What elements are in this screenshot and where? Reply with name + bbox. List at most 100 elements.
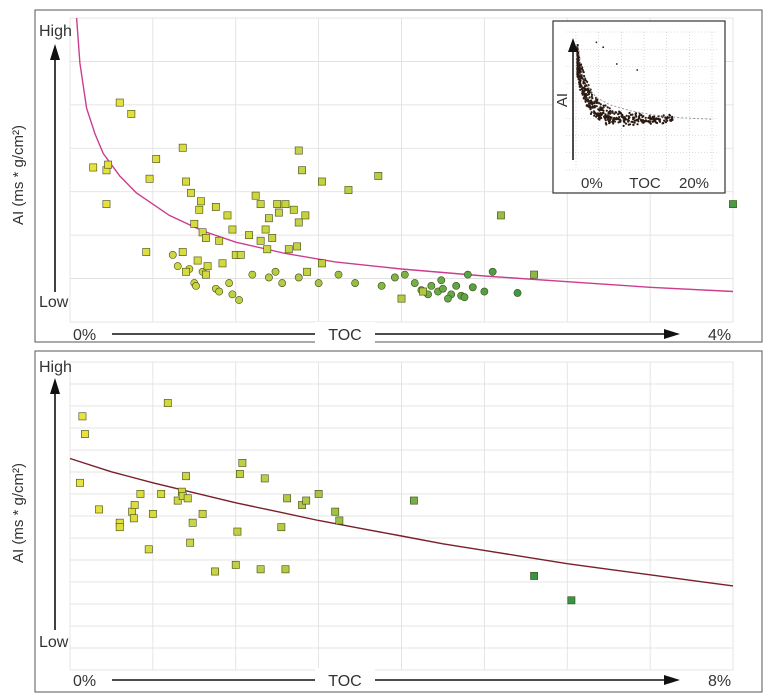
inset-data-point xyxy=(602,46,605,49)
inset-data-point xyxy=(591,97,594,100)
bottom-chart-frame xyxy=(34,350,763,693)
inset-data-point xyxy=(604,104,607,107)
inset-data-point xyxy=(631,120,634,124)
inset-data-point xyxy=(579,67,582,70)
data-point-square xyxy=(197,197,205,206)
inset-data-point xyxy=(599,103,602,106)
data-point-square xyxy=(256,565,265,574)
inset-data-point xyxy=(638,112,641,115)
data-point-square xyxy=(95,505,103,514)
data-point-circle xyxy=(225,279,234,287)
data-point-square xyxy=(530,270,538,279)
data-point-square xyxy=(215,236,224,245)
top-y-low-label: Low xyxy=(39,294,69,311)
inset-data-point xyxy=(590,93,594,96)
data-point-square xyxy=(178,143,187,152)
data-point-square xyxy=(335,516,344,525)
data-point-square xyxy=(281,200,290,209)
inset-data-point xyxy=(611,120,614,123)
inset-data-point xyxy=(622,117,625,120)
inset-data-point xyxy=(615,118,619,121)
inset-data-point xyxy=(593,114,596,117)
inset-data-point xyxy=(651,120,654,123)
inset-data-point xyxy=(577,78,580,81)
inset-data-point xyxy=(664,121,668,124)
data-point-square xyxy=(281,565,290,574)
inset-y-axis-label: AI xyxy=(554,93,571,107)
bottom-x-axis-label: TOC xyxy=(328,673,361,690)
data-point-square xyxy=(318,259,326,268)
data-point-square xyxy=(397,294,406,303)
inset-data-point xyxy=(591,103,594,106)
data-point-circle xyxy=(334,270,343,279)
data-point-square xyxy=(294,218,303,227)
data-point-square xyxy=(127,109,136,118)
data-point-square xyxy=(182,177,190,186)
inset-data-point xyxy=(584,92,588,95)
data-point-square xyxy=(284,245,293,254)
inset-data-point xyxy=(577,70,580,73)
inset-data-point xyxy=(639,118,643,121)
top-x-end-label: 4% xyxy=(708,327,731,344)
inset-data-point xyxy=(627,120,630,123)
data-point-square xyxy=(303,267,311,276)
data-point-square xyxy=(263,245,272,254)
top-y-axis xyxy=(50,44,60,292)
inset-data-point xyxy=(608,122,611,125)
data-point-circle xyxy=(400,270,409,279)
inset-data-point xyxy=(580,87,584,91)
inset-data-point xyxy=(634,112,637,115)
inset-data-point xyxy=(595,100,598,103)
data-point-square xyxy=(419,287,427,296)
inset-data-point xyxy=(606,106,609,109)
bottom-chart-panel: High Low AI (ms * g/cm²) TOC 0% 8% xyxy=(10,350,763,693)
inset-data-point xyxy=(596,114,600,117)
inset-data-point xyxy=(625,114,628,117)
data-point-square xyxy=(331,507,340,516)
inset-data-point xyxy=(589,112,593,115)
inset-data-point xyxy=(588,96,591,99)
inset-data-point xyxy=(602,106,605,109)
inset-data-point xyxy=(609,109,612,113)
inset-data-point xyxy=(577,64,581,67)
inset-data-point xyxy=(578,85,581,88)
data-point-square xyxy=(268,234,277,242)
data-point-square xyxy=(273,200,282,209)
data-point-circle xyxy=(192,281,200,290)
inset-data-point xyxy=(582,81,585,84)
inset-data-point xyxy=(585,104,588,107)
inset-data-point xyxy=(622,124,625,127)
inset-data-point xyxy=(649,120,652,123)
inset-data-point xyxy=(624,117,627,120)
inset-data-point xyxy=(607,117,610,120)
inset-data-point xyxy=(591,105,594,108)
inset-x-axis-label: TOC xyxy=(629,175,661,192)
inset-data-point xyxy=(615,111,618,114)
data-point-square xyxy=(145,174,154,183)
data-point-square xyxy=(142,248,151,256)
data-point-square xyxy=(374,172,383,180)
inset-data-point xyxy=(604,119,607,122)
data-point-square xyxy=(277,523,286,532)
data-point-circle xyxy=(168,250,177,259)
inset-data-point xyxy=(578,83,581,86)
data-point-square xyxy=(283,494,292,503)
data-point-square xyxy=(218,259,227,268)
inset-data-point xyxy=(577,55,580,59)
inset-data-point xyxy=(640,113,643,117)
inset-data-point xyxy=(636,123,639,126)
top-x-start-label: 0% xyxy=(73,327,96,344)
inset-data-point xyxy=(635,119,638,122)
inset-x-end-label: 20% xyxy=(679,175,709,192)
data-point-square xyxy=(314,490,323,498)
inset-data-point xyxy=(595,105,598,108)
inset-data-point xyxy=(658,118,662,121)
inset-data-point xyxy=(599,106,602,109)
inset-data-point xyxy=(633,116,636,119)
inset-data-point xyxy=(635,115,638,118)
inset-frame xyxy=(552,20,726,194)
data-point-square xyxy=(115,98,124,107)
inset-data-point xyxy=(583,87,586,90)
inset-data-point xyxy=(619,119,622,122)
data-point-square xyxy=(567,596,576,605)
